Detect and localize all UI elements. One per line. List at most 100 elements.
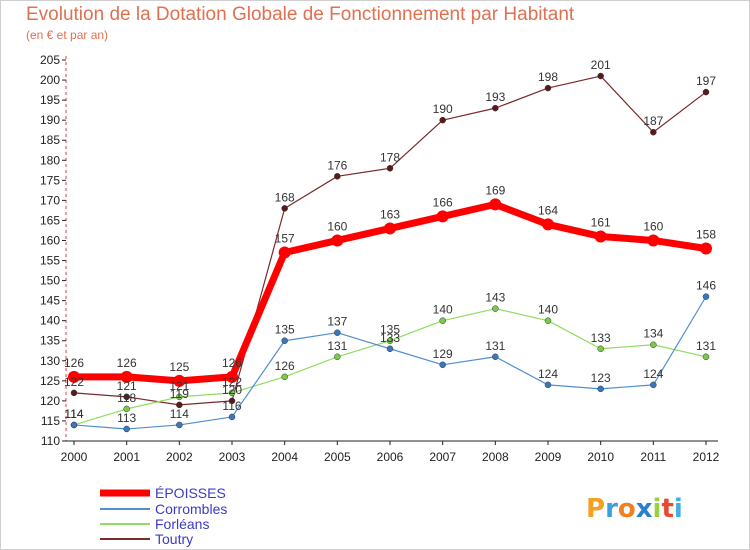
x-tick-label: 2001 <box>113 450 140 464</box>
data-point <box>544 317 552 324</box>
data-label: 126 <box>222 356 242 370</box>
data-label: 126 <box>64 356 84 370</box>
data-point <box>439 361 446 369</box>
data-point <box>492 104 499 112</box>
data-label: 124 <box>643 367 663 381</box>
legend-label: Forléans <box>155 516 209 532</box>
data-point <box>436 210 449 223</box>
y-tick-label: 160 <box>40 233 60 247</box>
data-label: 163 <box>380 207 400 221</box>
data-label: 176 <box>327 158 347 172</box>
logo-letter: i <box>674 494 683 524</box>
data-point <box>278 246 291 259</box>
data-point <box>439 116 446 124</box>
data-point <box>492 305 499 312</box>
data-label: 120 <box>222 383 242 397</box>
data-label: 166 <box>433 195 453 209</box>
proxiti-logo: Proxiti <box>586 494 683 524</box>
x-tick-label: 2000 <box>61 450 88 464</box>
data-point <box>228 389 236 397</box>
data-label: 126 <box>275 359 295 373</box>
data-label: 131 <box>327 339 347 353</box>
data-label: 121 <box>117 379 137 393</box>
data-point <box>334 173 341 180</box>
data-label: 129 <box>433 347 453 361</box>
x-tick-label: 2012 <box>693 450 720 464</box>
data-point <box>702 293 710 300</box>
data-label: 143 <box>485 291 505 305</box>
logo-text: Proxiti <box>586 494 683 524</box>
data-label: 178 <box>380 150 400 164</box>
data-point <box>544 84 552 92</box>
y-tick-label: 120 <box>40 394 60 408</box>
y-tick-label: 190 <box>40 113 60 127</box>
data-point <box>281 337 288 344</box>
y-tick-label: 170 <box>40 193 60 207</box>
data-point <box>489 198 502 211</box>
data-label: 140 <box>433 303 453 317</box>
data-point <box>123 425 130 433</box>
logo-letter: t <box>661 494 673 524</box>
data-point <box>492 353 499 361</box>
data-label: 131 <box>485 339 505 353</box>
data-label: 160 <box>327 219 347 233</box>
logo-letter: o <box>618 494 636 524</box>
data-label: 160 <box>643 219 663 233</box>
x-tick-label: 2009 <box>535 450 562 464</box>
data-label: 157 <box>275 232 295 246</box>
x-tick-label: 2010 <box>587 450 614 464</box>
data-label: 131 <box>696 339 716 353</box>
legend-label: ÉPOISSES <box>155 485 226 501</box>
data-point <box>68 370 80 383</box>
data-point <box>70 389 78 397</box>
data-point <box>176 401 183 409</box>
data-point <box>123 405 130 413</box>
data-label: 193 <box>485 90 505 104</box>
data-point <box>702 88 710 96</box>
data-point <box>650 341 657 348</box>
x-tick-label: 2005 <box>324 450 351 464</box>
data-label: 121 <box>169 379 189 393</box>
y-tick-label: 140 <box>40 314 60 328</box>
data-label: 122 <box>64 375 84 389</box>
data-label: 140 <box>538 303 558 317</box>
series-corrombles <box>70 293 710 433</box>
data-point <box>228 413 236 421</box>
logo-letter: i <box>653 494 662 524</box>
series-forl-ans <box>70 305 710 429</box>
data-label: 133 <box>591 331 611 345</box>
data-point <box>700 242 712 255</box>
data-label: 123 <box>591 371 611 385</box>
data-point <box>384 222 396 235</box>
data-label: 134 <box>643 327 663 341</box>
data-label: 113 <box>117 411 136 425</box>
data-point <box>386 345 394 353</box>
y-tick-label: 205 <box>40 53 60 67</box>
data-point <box>386 337 394 344</box>
logo-letter: P <box>586 494 605 524</box>
data-point <box>281 205 288 212</box>
data-label: 135 <box>380 323 400 337</box>
y-tick-label: 200 <box>40 73 60 87</box>
data-label: 124 <box>538 367 558 381</box>
data-label: 146 <box>696 279 716 293</box>
data-point <box>334 353 341 361</box>
y-tick-label: 150 <box>40 274 60 288</box>
data-point <box>173 374 186 387</box>
y-tick-label: 180 <box>40 153 60 167</box>
x-tick-label: 2006 <box>377 450 404 464</box>
data-label: 168 <box>275 190 295 204</box>
data-point <box>331 234 344 247</box>
y-tick-label: 155 <box>40 254 60 268</box>
x-tick-label: 2004 <box>271 450 298 464</box>
x-tick-label: 2002 <box>166 450 193 464</box>
y-tick-label: 195 <box>40 93 60 107</box>
y-tick-label: 165 <box>40 213 60 227</box>
logo-letter: x <box>636 494 653 524</box>
logo-letter: r <box>605 494 618 524</box>
y-tick-label: 175 <box>40 173 60 187</box>
data-point <box>597 345 604 353</box>
y-tick-label: 130 <box>40 354 60 368</box>
data-point <box>544 381 552 389</box>
